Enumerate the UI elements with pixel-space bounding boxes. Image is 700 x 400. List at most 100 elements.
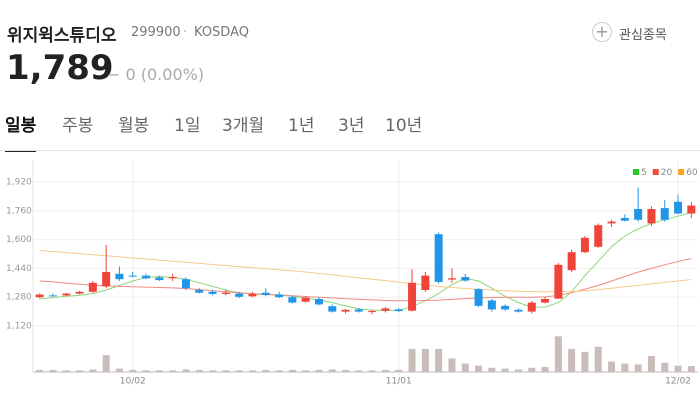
candle-body bbox=[35, 294, 44, 298]
volume-bar bbox=[129, 369, 137, 372]
candle-body bbox=[208, 291, 217, 294]
volume-bar bbox=[169, 370, 177, 372]
period-tab[interactable]: 10년 bbox=[385, 116, 423, 136]
candle-body bbox=[381, 308, 390, 311]
volume-bar bbox=[594, 346, 602, 372]
candle-body bbox=[447, 278, 456, 280]
period-tab[interactable]: 월봉 bbox=[118, 116, 150, 136]
ma-line bbox=[39, 258, 692, 302]
volume-bar bbox=[288, 369, 296, 372]
volume-bar bbox=[541, 366, 549, 372]
volume-bar bbox=[687, 366, 695, 372]
candle-body bbox=[660, 208, 669, 220]
volume-bar bbox=[89, 369, 97, 372]
candle-body bbox=[501, 305, 510, 310]
candle-body bbox=[221, 292, 230, 294]
period-tab[interactable]: 1년 bbox=[288, 116, 315, 136]
candle-body bbox=[181, 279, 190, 289]
volume-bar bbox=[368, 370, 376, 372]
candle-body bbox=[261, 292, 270, 296]
candle-body bbox=[88, 282, 97, 292]
volume-bar bbox=[475, 365, 483, 372]
period-tab[interactable]: 1일 bbox=[174, 116, 201, 136]
volume-bar bbox=[49, 369, 57, 372]
volume-bar bbox=[661, 362, 669, 372]
candle-body bbox=[341, 309, 350, 312]
watch-button[interactable]: 관심종목 bbox=[619, 28, 667, 43]
legend-label: 5 bbox=[641, 168, 647, 178]
candle-body bbox=[461, 277, 470, 281]
volume-bar bbox=[435, 348, 443, 372]
y-tick-label: 1,760 bbox=[6, 206, 32, 216]
candle-body bbox=[514, 309, 523, 312]
volume-bar bbox=[634, 364, 642, 372]
add-watch-icon[interactable]: + bbox=[592, 22, 612, 42]
volume-bar bbox=[328, 369, 336, 372]
volume-bar bbox=[395, 369, 403, 372]
candle-body bbox=[115, 273, 124, 280]
volume-bar bbox=[501, 368, 509, 372]
period-tab[interactable]: 3개월 bbox=[222, 116, 265, 136]
candle-body bbox=[248, 293, 257, 297]
period-tab[interactable]: 주봉 bbox=[62, 116, 94, 136]
volume-bar bbox=[115, 368, 123, 372]
volume-bar bbox=[36, 369, 44, 372]
candle-body bbox=[554, 264, 563, 299]
period-tab[interactable]: 3년 bbox=[338, 116, 365, 136]
candle-body bbox=[368, 311, 377, 313]
x-tick-label: 11/01 bbox=[386, 377, 412, 387]
market: KOSDAQ bbox=[194, 25, 249, 40]
candle-body bbox=[394, 309, 403, 312]
volume-bar bbox=[302, 370, 310, 372]
volume-bar bbox=[142, 370, 150, 372]
period-tab[interactable]: 일봉 bbox=[5, 111, 37, 152]
candle-body bbox=[647, 209, 656, 224]
candle-body bbox=[421, 275, 430, 290]
candle-body bbox=[301, 297, 310, 302]
y-tick-label: 1,120 bbox=[6, 322, 32, 332]
y-tick-label: 1,280 bbox=[6, 293, 32, 303]
volume-bar bbox=[461, 363, 469, 372]
volume-bar bbox=[182, 369, 190, 372]
volume-bar bbox=[275, 370, 283, 372]
stock-name: 위지윅스튜디오 bbox=[7, 26, 117, 46]
volume-bar bbox=[488, 367, 496, 372]
candle-body bbox=[155, 277, 164, 281]
candle-body bbox=[62, 293, 71, 296]
candle-body bbox=[487, 300, 496, 310]
candle-body bbox=[687, 205, 696, 214]
legend-swatch bbox=[678, 169, 685, 175]
volume-bar bbox=[568, 348, 576, 372]
volume-bar bbox=[514, 369, 522, 372]
candle-body bbox=[235, 293, 244, 297]
volume-bar bbox=[262, 369, 270, 372]
volume-bar bbox=[195, 369, 203, 372]
ma-line bbox=[39, 249, 692, 293]
divider bbox=[0, 150, 700, 151]
candle-body bbox=[102, 272, 111, 287]
candle-body bbox=[195, 290, 204, 293]
volume-bar bbox=[581, 351, 589, 372]
volume-bar bbox=[209, 370, 217, 372]
price-change: − 0 (0.00%) bbox=[107, 65, 205, 84]
ma-line bbox=[39, 212, 692, 312]
volume-bar bbox=[608, 361, 616, 372]
candle-body bbox=[168, 277, 177, 279]
volume-bar bbox=[62, 370, 70, 372]
volume-bar bbox=[355, 370, 363, 372]
candle-body bbox=[288, 297, 297, 303]
candle-body bbox=[594, 225, 603, 247]
x-tick-label: 10/02 bbox=[120, 377, 146, 387]
legend-label: 60 bbox=[686, 168, 698, 178]
candle-body bbox=[75, 291, 84, 294]
candle-body bbox=[634, 209, 643, 220]
volume-bar bbox=[421, 348, 429, 372]
volume-bar bbox=[315, 369, 323, 372]
candle-body bbox=[314, 299, 323, 305]
candle-body bbox=[408, 282, 417, 311]
volume-bar bbox=[408, 348, 416, 372]
candle-body bbox=[567, 252, 576, 271]
volume-bar bbox=[448, 358, 456, 372]
volume-bar bbox=[674, 365, 682, 372]
